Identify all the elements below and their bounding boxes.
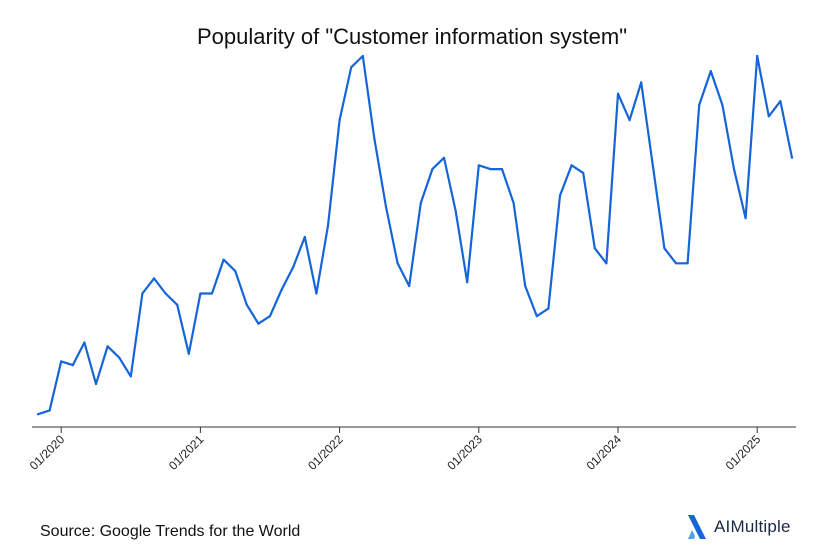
data-point [234,269,237,272]
data-point [558,194,562,197]
data-point [524,284,527,288]
data-point [442,156,446,159]
aimultiple-logo-icon [688,515,706,539]
data-point [164,292,167,295]
data-point [176,303,179,306]
data-point [94,382,98,386]
data-point [790,156,794,159]
x-tick-label: 01/2021 [166,432,207,473]
line-chart: 01/2020 01/2021 01/2022 01/2023 01/2024 01/20… [27,54,796,473]
x-tick-label: 01/2020 [27,432,68,473]
data-point [384,205,388,208]
data-point [767,115,770,118]
data-point [698,103,701,107]
data-point [454,209,457,212]
data-point [361,54,364,58]
data-point [71,364,74,367]
data-point [431,168,434,171]
data-point [60,360,63,363]
brand-logo: AIMultiple [686,513,791,541]
data-point [222,258,225,261]
data-point [419,201,422,205]
data-point [315,292,318,295]
data-point [547,307,550,310]
brand-name: AIMultiple [714,517,791,536]
data-point [570,164,573,167]
data-point [396,262,399,265]
data-point [721,103,724,107]
data-point [245,303,248,306]
data-point [651,164,654,167]
series-lines [36,54,794,416]
data-point [477,164,480,167]
data-point [36,413,40,416]
x-tick-label: 01/2022 [305,432,346,473]
data-point [326,224,330,227]
data-point [141,292,144,295]
data-point [83,341,86,344]
data-point [500,168,504,171]
x-tick-label: 01/2023 [444,432,485,473]
chart-title: Popularity of "Customer information syst… [196,24,628,49]
data-point [732,168,736,171]
data-point [187,352,190,355]
data-point [663,247,666,250]
data-point [779,100,782,103]
data-point [489,168,492,171]
data-point [129,375,132,378]
data-point [373,137,376,140]
data-point [268,315,272,318]
data-point [709,70,712,73]
data-point [605,262,608,265]
data-point [628,119,631,122]
source-note: Source: Google Trends for the World [40,523,301,540]
x-tick-label: 01/2025 [723,432,764,473]
series-line [37,54,794,416]
data-point [593,247,596,250]
data-point [744,217,747,220]
data-point [210,292,214,295]
data-point [512,201,515,205]
data-point [686,262,689,265]
data-point [257,322,260,325]
data-point [152,277,156,280]
data-point [303,235,306,239]
data-point [199,292,202,295]
data-point [756,54,759,58]
data-point [408,284,411,288]
data-point [616,92,620,95]
data-point [280,288,283,291]
data-point [118,356,121,359]
data-point [338,119,341,122]
data-point [640,81,643,84]
data-point [292,266,295,269]
data-point [466,281,469,284]
data-point [106,345,109,348]
x-axis-ticks: 01/2020 01/2021 01/2022 01/2023 01/2024 01/20… [27,427,764,473]
data-point [535,315,538,318]
x-tick-label: 01/2024 [584,432,625,473]
data-point [350,66,353,69]
data-point [582,171,585,174]
data-point [48,409,51,412]
data-point [674,262,678,265]
